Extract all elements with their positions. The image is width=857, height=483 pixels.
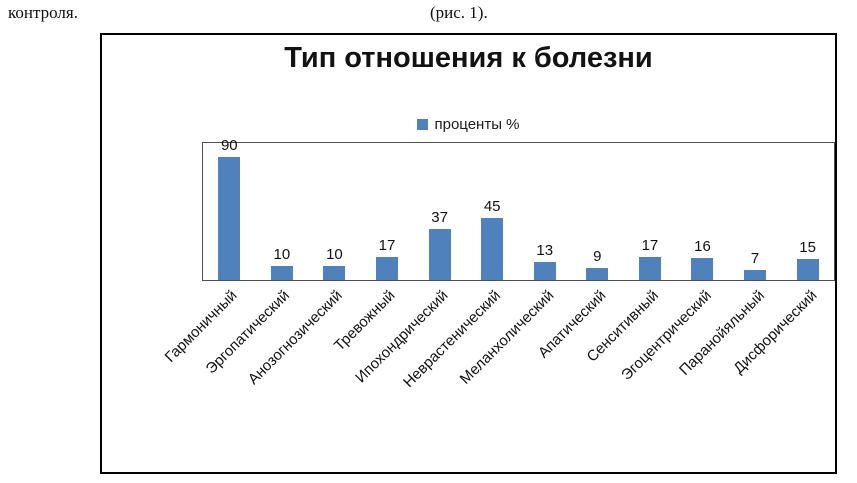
bar-slot: 17 [361,143,414,280]
bar-slot: 10 [256,143,309,280]
bar [270,266,293,280]
bar [796,259,819,280]
bar-slot: 45 [466,143,519,280]
bar-value-label: 13 [536,242,554,260]
bar-slot: 13 [518,143,571,280]
x-axis-label: Анозогнозический [245,287,346,388]
bar-value-label: 45 [483,198,501,216]
bar-value-label: 17 [641,236,659,254]
plot-area: 90 10 10 17 37 45 13 9 17 16 7 15 [202,137,835,281]
chart-title: Тип отношения к болезни [284,42,653,74]
bar-value-label: 15 [799,239,816,257]
bar-value-label: 9 [593,247,602,265]
bar-slot: 7 [729,143,782,280]
bar [428,229,451,280]
bar [218,156,241,280]
x-axis-label: Ипохондрический [352,287,452,387]
bar-value-label: 10 [326,246,343,264]
bar-slot: 16 [676,143,729,280]
bar-value-label: 37 [431,209,448,227]
bar-slot: 9 [571,143,624,280]
bar-value-label: 10 [273,246,291,264]
x-axis-label: Эгоцентрический [618,287,716,384]
bar-value-label: 7 [750,250,760,268]
bar-slot: 37 [413,143,466,280]
bar-slot: 90 [203,137,256,280]
bar-value-label: 16 [694,238,711,256]
legend-label: проценты % [434,116,520,133]
bar [638,256,661,280]
bar [481,218,504,280]
bar-value-label: 90 [220,136,238,154]
bar [533,262,556,280]
bar-slot: 10 [308,143,361,280]
bar [744,270,767,280]
bar [691,258,714,280]
figure-caption: (рис. 1). [430,3,488,22]
bar-value-label: 17 [378,236,396,254]
bar [323,266,346,280]
bar [376,256,399,280]
bar-slot: 15 [781,143,834,280]
legend-swatch-icon [417,119,429,130]
chart-legend: проценты % [102,116,835,133]
bar-slot: 17 [624,143,677,280]
body-text-left: контроля. [8,3,78,22]
bar [586,267,609,280]
x-axis-label: Меланхолический [456,287,557,388]
x-axis-label: Неврастенический [400,287,505,391]
chart-frame: Тип отношения к болезни проценты % 90 10 1… [100,33,837,474]
